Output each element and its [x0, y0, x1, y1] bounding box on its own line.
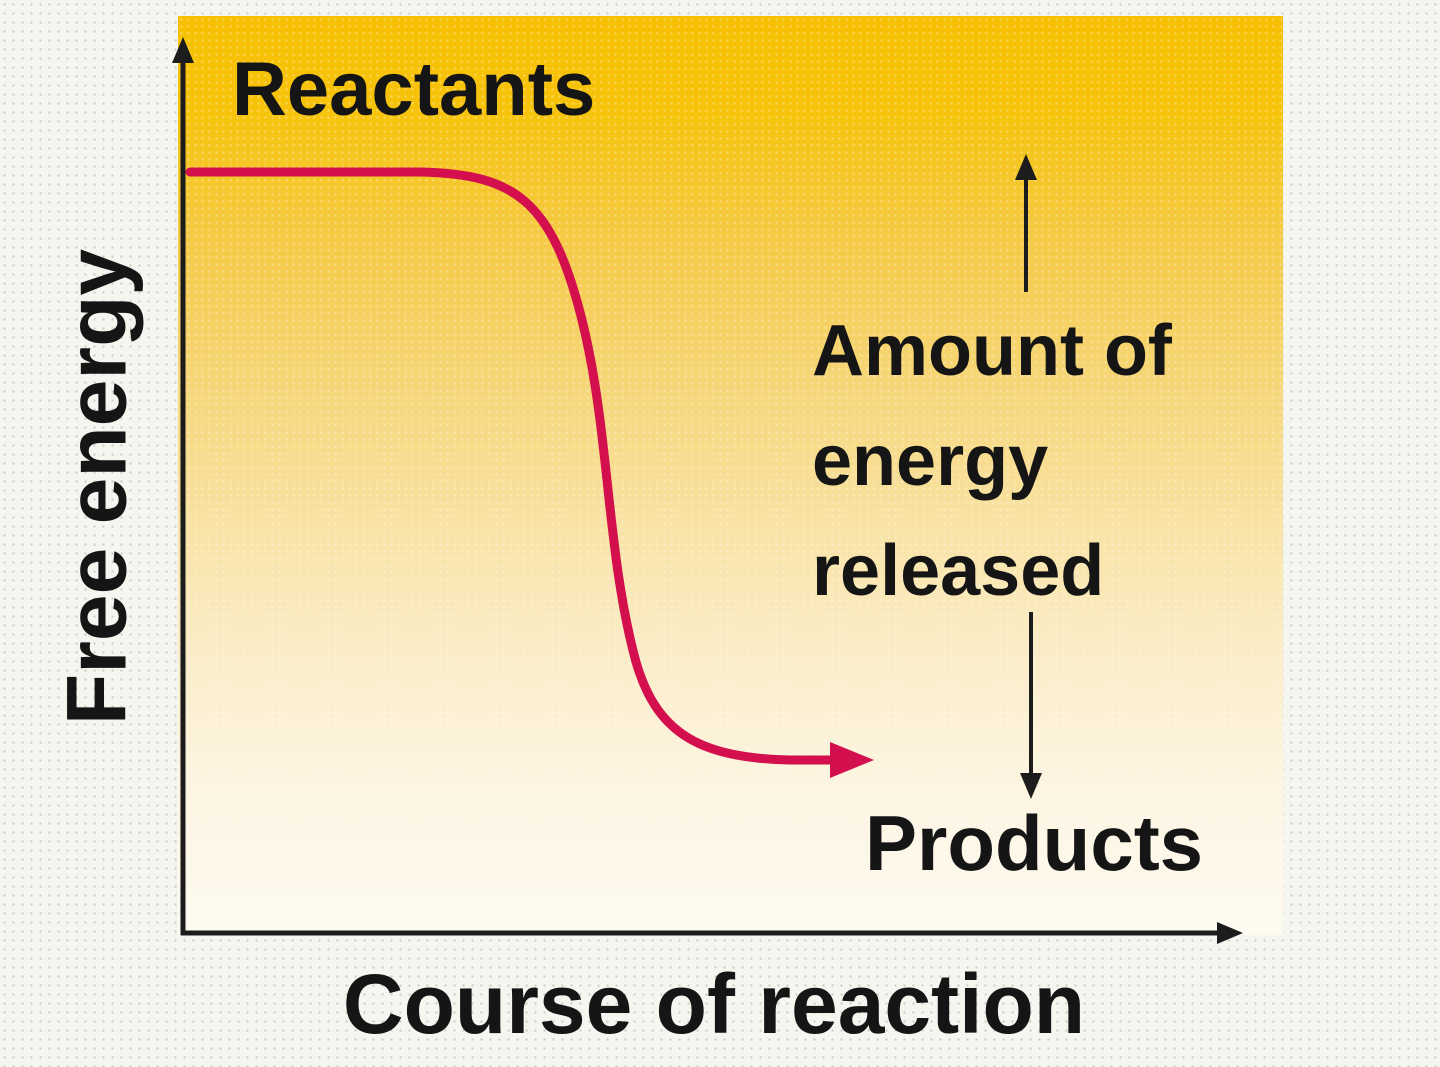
reactants-label: Reactants [232, 47, 596, 132]
energy-released-label: Amount of energy released [812, 296, 1172, 626]
energy-released-line-1: Amount of [812, 311, 1172, 391]
energy-released-line-3: released [812, 531, 1105, 611]
y-axis-title: Free energy [49, 248, 144, 726]
x-axis-title: Course of reaction [342, 957, 1086, 1051]
energy-released-line-2: energy [812, 421, 1049, 501]
products-label: Products [865, 799, 1204, 887]
